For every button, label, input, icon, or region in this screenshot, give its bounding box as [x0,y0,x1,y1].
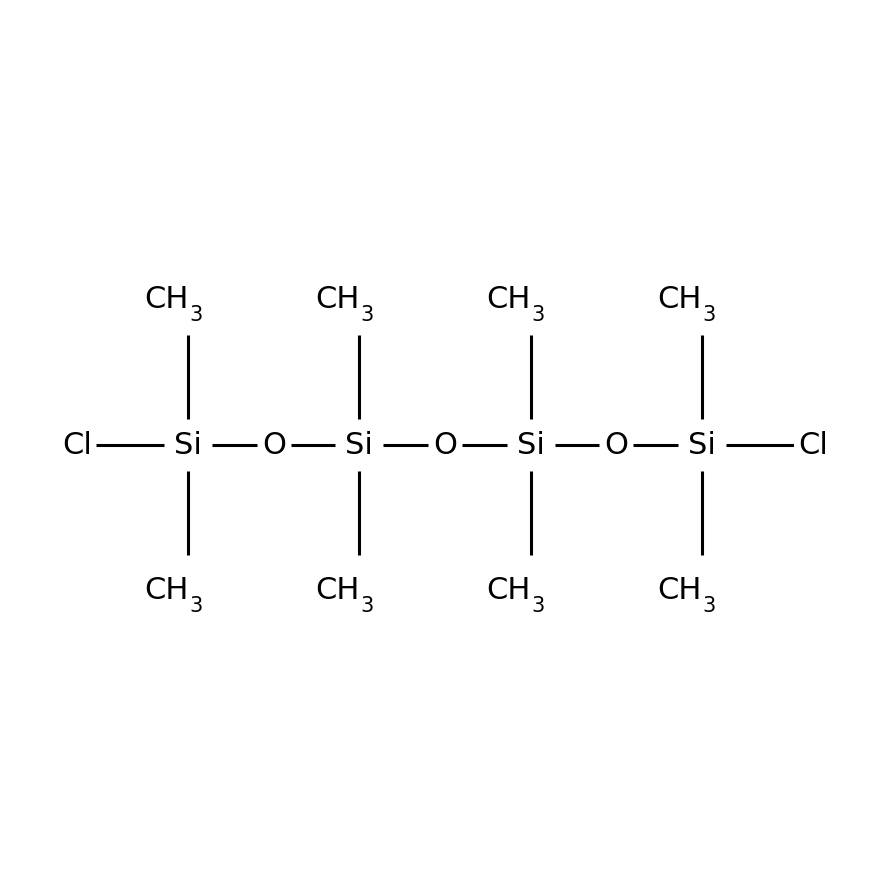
Text: CH: CH [144,285,189,314]
Text: 3: 3 [531,596,545,616]
Text: 3: 3 [190,596,202,616]
Text: Si: Si [345,431,374,459]
Text: CH: CH [658,576,701,605]
Text: CH: CH [486,285,530,314]
Text: CH: CH [486,576,530,605]
Text: 3: 3 [360,305,374,325]
Text: 3: 3 [360,596,374,616]
Text: O: O [604,431,628,459]
Text: CH₃: CH₃ [502,576,559,605]
Text: CH₃: CH₃ [674,285,730,314]
Text: CH₃: CH₃ [331,576,388,605]
Text: CH: CH [144,576,189,605]
Text: 3: 3 [531,305,545,325]
Text: Si: Si [174,431,202,459]
Text: CH: CH [315,576,360,605]
Text: O: O [433,431,457,459]
Text: Cl: Cl [798,431,828,459]
Text: CH₃: CH₃ [674,576,730,605]
Text: CH₃: CH₃ [160,576,216,605]
Text: O: O [262,431,286,459]
Text: Cl: Cl [62,431,92,459]
Text: CH: CH [315,285,360,314]
Text: CH₃: CH₃ [502,285,559,314]
Text: CH₃: CH₃ [331,285,388,314]
Text: CH₃: CH₃ [160,285,216,314]
Text: CH: CH [658,285,701,314]
Text: 3: 3 [702,596,716,616]
Text: 3: 3 [702,305,716,325]
Text: 3: 3 [190,305,202,325]
Text: Si: Si [516,431,545,459]
Text: Si: Si [688,431,716,459]
